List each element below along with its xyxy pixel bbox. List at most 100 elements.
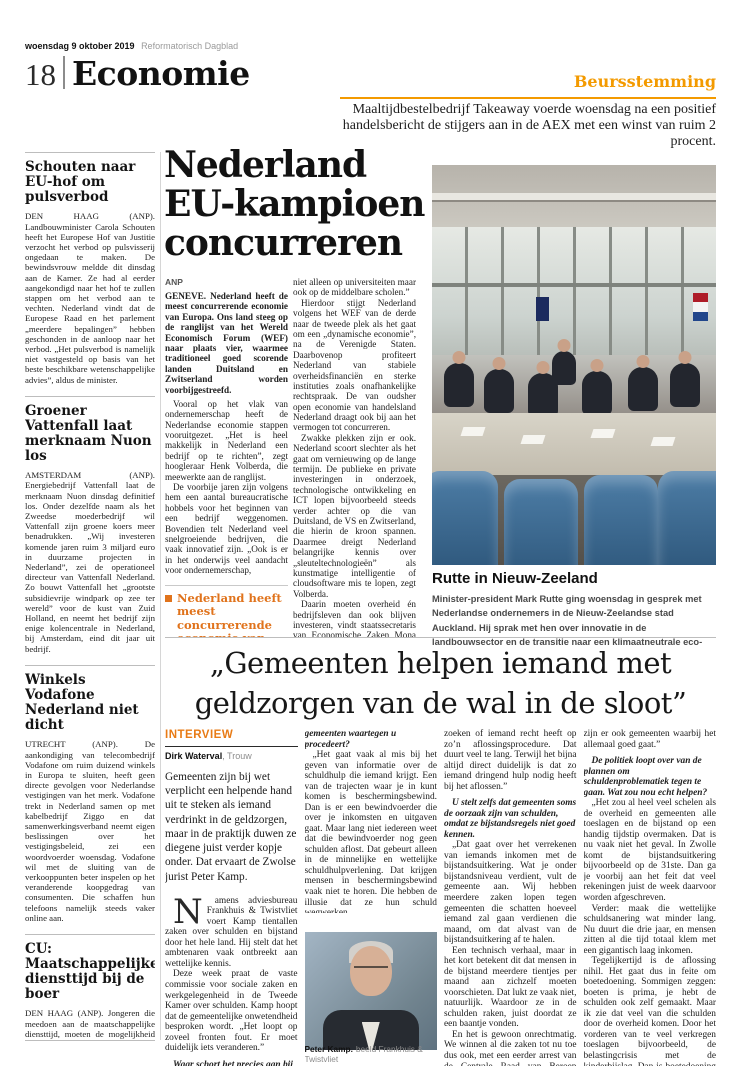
- interview-headline: „Gemeenten helpen iemand met geldzorgen …: [194, 646, 687, 721]
- key-point-text: Nederland heeft meest concurrerende econ…: [177, 590, 282, 637]
- window-beam: [432, 283, 716, 287]
- sidebar-article-body: DEN HAAG (ANP). Jongeren die meedoen aan…: [25, 1008, 155, 1040]
- sidebar: Schouten naar EU-hof om pulsverbod DEN H…: [25, 152, 155, 1041]
- interview-paragraph: „Het zou al heel veel schelen als de ove…: [583, 798, 717, 903]
- person-silhouette: [444, 363, 474, 407]
- dutch-flag: [693, 293, 708, 321]
- portrait-glasses: [353, 966, 388, 973]
- interview-column-1: INTERVIEW Dirk Waterval, Trouw Gemeenten…: [165, 729, 298, 1066]
- person-silhouette: [484, 369, 514, 413]
- sidebar-article-title: Schouten naar EU-hof om pulsverbod: [25, 159, 136, 206]
- interview-question: gemeenten waartegen u procedeert?: [304, 729, 397, 750]
- portrait-name: Peter Kamp.: [304, 1044, 353, 1055]
- sidebar-article-body: AMSTERDAM (ANP). Energiebedrijf Vattenfa…: [25, 470, 155, 654]
- person-silhouette: [552, 351, 576, 385]
- main-paragraph: Zwakke plekken zijn er ook. Nederland sc…: [293, 432, 416, 599]
- date-text: woensdag 9 oktober 2019: [25, 41, 135, 51]
- paragraph-text: amens adviesbureau Frankhuis & Twistvlie…: [165, 895, 298, 969]
- key-point: Nederland heeft meest concurrerende econ…: [165, 584, 288, 637]
- byline-author: Dirk Waterval: [165, 750, 223, 761]
- blue-chair: [584, 475, 658, 565]
- main-byline: ANP: [165, 277, 183, 287]
- dateline: woensdag 9 oktober 2019 Reformatorisch D…: [25, 41, 238, 51]
- main-paragraph: niet alleen op universiteiten maar ook o…: [293, 277, 416, 298]
- sidebar-article-vodafone: Winkels Vodafone Nederland niet dicht UT…: [25, 664, 155, 934]
- interview-paragraph: Verder: maak die wettelijke schuldsaneri…: [583, 903, 717, 956]
- person-silhouette: [670, 363, 700, 407]
- interview-column-2: gemeenten waartegen u procedeert? „Het g…: [304, 729, 438, 1066]
- blue-chair: [432, 471, 498, 565]
- page-number: 18: [25, 57, 56, 92]
- interview-column-3: zoeken of iemand recht heeft op zo’n afl…: [444, 729, 577, 1066]
- paper-name: Reformatorisch Dagblad: [141, 41, 239, 51]
- sidebar-article-title: Winkels Vodafone Nederland niet dicht: [25, 671, 139, 734]
- person-silhouette: [628, 367, 658, 411]
- interview-question: De politiek loopt over van de plannen om…: [583, 756, 708, 798]
- sidebar-article-body: UTRECHT (ANP). De aankondiging van telec…: [25, 739, 155, 923]
- interview-column-4: zijn er ook gemeenten waarbij het allema…: [584, 729, 717, 1066]
- photo-caption-title: Rutte in Nieuw-Zeeland: [432, 570, 598, 587]
- interview-columns: INTERVIEW Dirk Waterval, Trouw Gemeenten…: [165, 729, 716, 1066]
- main-article-column-2: niet alleen op universiteiten maar ook o…: [293, 277, 416, 637]
- rutte-meeting-photo: [432, 165, 716, 565]
- photo-caption-text: Minister-president Mark Rutte ging woens…: [432, 594, 703, 648]
- ceiling-beam: [432, 193, 716, 200]
- portrait-head: [349, 946, 392, 997]
- interview-paragraph: zoeken of iemand recht heeft op zo’n afl…: [444, 729, 577, 792]
- interview-paragraph: Een technisch verhaal, maar in het kort …: [444, 945, 577, 1030]
- interview-paragraph: „Dat gaat over het verrekenen van iemand…: [444, 840, 577, 946]
- paper-sheet: [590, 429, 616, 438]
- main-lead: GENEVE. Nederland heeft de meest concurr…: [165, 291, 288, 395]
- sidebar-article-vattenfall: Groener Vattenfall laat merknaam Nuon lo…: [25, 395, 155, 665]
- interview-paragraph: „Het gaat vaak al mis bij het geven van …: [304, 750, 438, 913]
- portrait-caption: Peter Kamp. beeld Frankhuis & Twistvliet: [305, 1045, 438, 1064]
- sidebar-article-diensttijd: CU: Maatschappelijke diensttijd bij de b…: [25, 933, 155, 1040]
- main-paragraph: De voorbije jaren zijn volgens hem een a…: [165, 482, 288, 576]
- interview-question: U stelt zelfs dat gemeenten soms de oorz…: [444, 798, 577, 840]
- paper-sheet: [520, 435, 546, 444]
- column-text: gemeenten waartegen u procedeert? „Het g…: [305, 729, 438, 913]
- main-article-column-1: GENEVE. Nederland heeft de meest concurr…: [165, 291, 288, 637]
- main-paragraph: Daarin moeten overheid én bedrijfsleven …: [293, 599, 416, 637]
- interview-question: Waar schort het precies aan bij de: [173, 1059, 293, 1067]
- sidebar-article-body: DEN HAAG (ANP). Landbouwminister Carola …: [25, 211, 155, 385]
- person-silhouette: [582, 371, 612, 415]
- sidebar-article-title: CU: Maatschappelijke diensttijd bij de b…: [25, 940, 155, 1003]
- blue-chair: [658, 471, 716, 565]
- beurs-rule: [340, 97, 716, 99]
- interview-kicker: INTERVIEW: [165, 729, 298, 747]
- interview-paragraph: En het is gewoon onrechtmatig. We winnen…: [444, 1029, 577, 1066]
- section-rule: [165, 637, 716, 638]
- portrait-credit: beeld Frankhuis & Twistvliet: [304, 1044, 423, 1064]
- byline-outlet: , Trouw: [222, 750, 252, 761]
- interview-paragraph: zijn er ook gemeenten waarbij het allema…: [583, 729, 717, 750]
- window-band: [432, 227, 716, 355]
- interview-byline: Dirk Waterval, Trouw: [165, 751, 298, 761]
- sidebar-divider: [160, 152, 161, 1040]
- photo-caption: Rutte in Nieuw-Zeeland Minister-presiden…: [432, 570, 716, 650]
- main-paragraph: Hierdoor stijgt Nederland volgens het WE…: [293, 297, 416, 433]
- interview-section: „Gemeenten helpen iemand met geldzorgen …: [165, 643, 716, 1067]
- drop-cap: N: [173, 891, 203, 932]
- page-divider: [63, 56, 65, 89]
- interview-paragraph: Tegelijkertijd is de aflossing nihil. He…: [583, 956, 717, 1066]
- sidebar-article-schouten: Schouten naar EU-hof om pulsverbod DEN H…: [25, 152, 155, 396]
- sidebar-article-title: Groener Vattenfall laat merknaam Nuon lo…: [25, 402, 152, 465]
- main-headline: Nederland EU-kampioen concurreren: [164, 144, 425, 264]
- bullet-square-icon: [165, 594, 172, 602]
- conference-table: [432, 413, 716, 475]
- paper-sheet: [650, 437, 676, 446]
- main-paragraph: Vooral op het vlak van ondernemerschap h…: [165, 398, 288, 482]
- interview-intro: Gemeenten zijn bij wet verplicht een hel…: [165, 770, 297, 883]
- section-header: 18 Economie: [25, 56, 250, 90]
- flag: [536, 297, 549, 321]
- blue-chair: [504, 479, 578, 565]
- paper-sheet: [460, 427, 486, 436]
- interview-paragraph: Deze week praat de vaste commissie voor …: [165, 969, 298, 1054]
- beurs-summary: Maaltijdbestelbedrijf Takeaway voerde wo…: [342, 102, 716, 150]
- key-points-list: Nederland heeft meest concurrerende econ…: [165, 584, 288, 637]
- peter-kamp-portrait: [304, 932, 437, 1051]
- beurs-kicker: Beursstemming: [573, 72, 716, 91]
